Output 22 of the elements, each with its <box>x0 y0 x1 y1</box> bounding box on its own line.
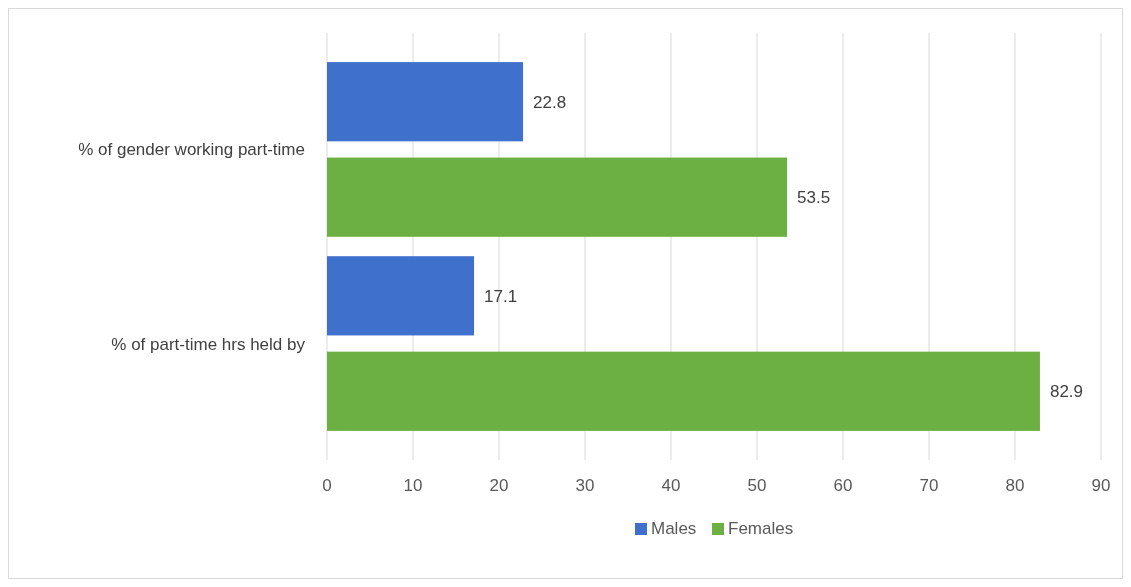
x-tick-label: 20 <box>489 476 509 495</box>
x-tick-label: 40 <box>661 476 681 495</box>
y-tick-label: % of gender working part-time <box>78 140 305 160</box>
x-tick-label: 0 <box>322 476 332 495</box>
x-tick-label: 50 <box>747 476 767 495</box>
legend-label: Males <box>651 519 697 538</box>
x-tick-label: 90 <box>1091 476 1111 495</box>
data-label: 22.8 <box>533 92 567 112</box>
x-tick-label: 10 <box>403 476 423 495</box>
x-tick-label: 60 <box>833 476 853 495</box>
bar <box>327 62 524 142</box>
x-tick-label: 80 <box>1005 476 1025 495</box>
data-label: 53.5 <box>797 188 831 208</box>
bar <box>327 157 788 237</box>
bar <box>327 256 475 336</box>
data-label: 17.1 <box>484 286 518 306</box>
x-tick-label: 70 <box>919 476 939 495</box>
y-tick-label: % of part-time hrs held by <box>111 334 306 354</box>
bar <box>327 351 1040 431</box>
x-tick-label: 30 <box>575 476 595 495</box>
data-label: 82.9 <box>1049 382 1084 402</box>
legend-label: Females <box>728 519 794 538</box>
